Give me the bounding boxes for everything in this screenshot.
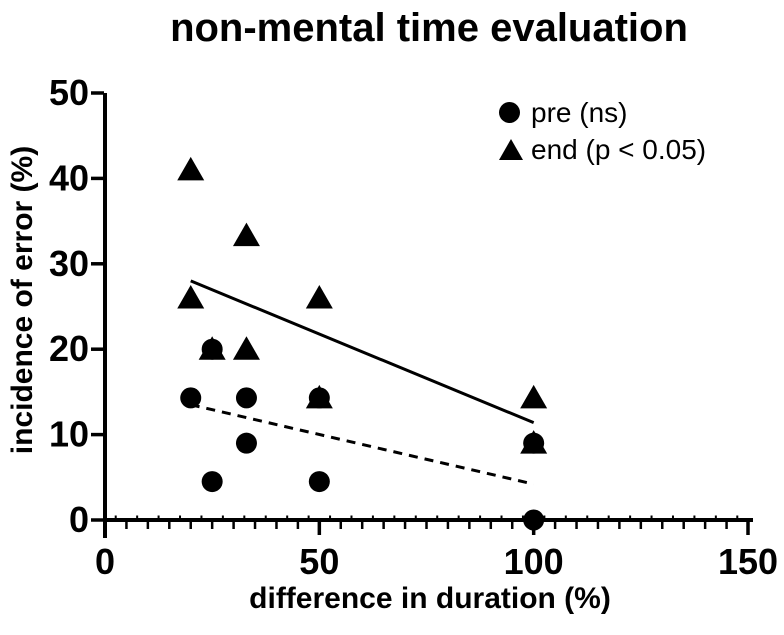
trend-line-dashed: [190, 403, 535, 486]
chart-title: non-mental time evaluation: [170, 6, 688, 50]
trend-line-solid: [190, 279, 535, 425]
data-point-circle: [523, 432, 545, 454]
data-point-triangle: [305, 284, 333, 309]
y-tick-label: 20: [49, 328, 89, 369]
y-tick-label: 0: [69, 499, 89, 540]
y-tick-label: 40: [49, 157, 89, 198]
triangle-marker-icon: [499, 139, 523, 160]
data-point-circle: [523, 509, 545, 531]
data-point-triangle: [177, 156, 205, 181]
y-tick-label: 50: [49, 72, 89, 113]
data-point-triangle: [177, 284, 205, 309]
data-point-circle: [308, 387, 330, 409]
x-tick-label: 150: [718, 541, 778, 582]
legend: pre (ns) end (p < 0.05): [499, 94, 706, 168]
legend-item-pre: pre (ns): [499, 94, 706, 131]
data-point-circle: [180, 387, 202, 409]
data-point-circle: [308, 471, 330, 493]
x-tick-label: 50: [299, 541, 339, 582]
legend-item-end: end (p < 0.05): [499, 131, 706, 168]
data-point-circle: [201, 471, 223, 493]
x-tick-label: 100: [504, 541, 564, 582]
data-point-circle: [235, 387, 257, 409]
data-point-circle: [235, 432, 257, 454]
x-tick-label: 0: [95, 541, 115, 582]
circle-marker-icon: [499, 102, 520, 123]
data-point-triangle: [232, 222, 260, 247]
y-tick-label: 10: [49, 414, 89, 455]
legend-label-end: end (p < 0.05): [531, 133, 707, 165]
y-tick-label: 30: [49, 243, 89, 284]
x-axis-title: difference in duration (%): [249, 582, 611, 615]
legend-label-pre: pre (ns): [531, 96, 628, 128]
data-point-triangle: [232, 336, 260, 360]
data-point-circle: [201, 338, 223, 360]
y-axis-title: incidence of error (%): [6, 145, 39, 455]
data-point-triangle: [520, 384, 548, 409]
